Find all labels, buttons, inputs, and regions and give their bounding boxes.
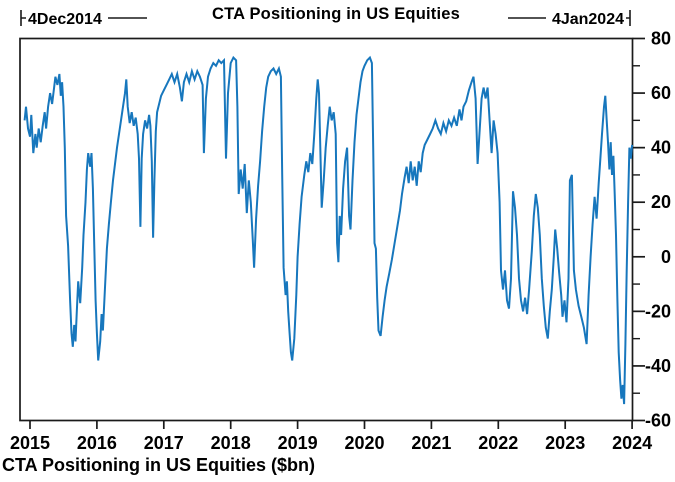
x-tick-label: 2023: [545, 433, 585, 453]
y-tick-label: 80: [651, 28, 671, 48]
end-date-range-marker: 4Jan2024: [508, 10, 631, 28]
x-tick-label: 2018: [211, 433, 251, 453]
y-tick-label: 0: [661, 247, 671, 267]
y-tick-label: -60: [645, 411, 671, 431]
series-legend-label: CTA Positioning in US Equities ($bn): [2, 455, 315, 475]
start-range-bracket-icon: [20, 10, 26, 26]
start-date-range-marker: 4Dec2014: [20, 10, 147, 28]
plot-border: [19, 37, 634, 422]
axis-ticks: 2015 2016 2017 2018 2019 2020 2021 2022 2023 2024…: [10, 28, 671, 453]
x-tick-label: 2022: [478, 433, 518, 453]
y-tick-label: 40: [651, 138, 671, 158]
line-series-group: [23, 55, 634, 405]
x-tick-label: 2019: [278, 433, 318, 453]
y-tick-label: -40: [645, 356, 671, 376]
end-date-label: 4Jan2024: [552, 11, 624, 28]
end-range-bracket-icon: [626, 10, 631, 26]
start-date-label: 4Dec2014: [28, 11, 102, 28]
y-tick-label: 60: [651, 83, 671, 103]
x-tick-label: 2017: [144, 433, 184, 453]
y-tick-label: -20: [645, 301, 671, 321]
cta-positioning-line: [23, 55, 634, 405]
x-tick-label: 2020: [344, 433, 384, 453]
x-tick-label: 2021: [411, 433, 451, 453]
plot-frame: [19, 37, 634, 422]
x-tick-label: 2015: [10, 433, 50, 453]
x-tick-label: 2024: [612, 433, 652, 453]
x-tick-label: 2016: [77, 433, 117, 453]
chart-title: CTA Positioning in US Equities: [212, 5, 460, 23]
y-tick-label: 20: [651, 192, 671, 212]
